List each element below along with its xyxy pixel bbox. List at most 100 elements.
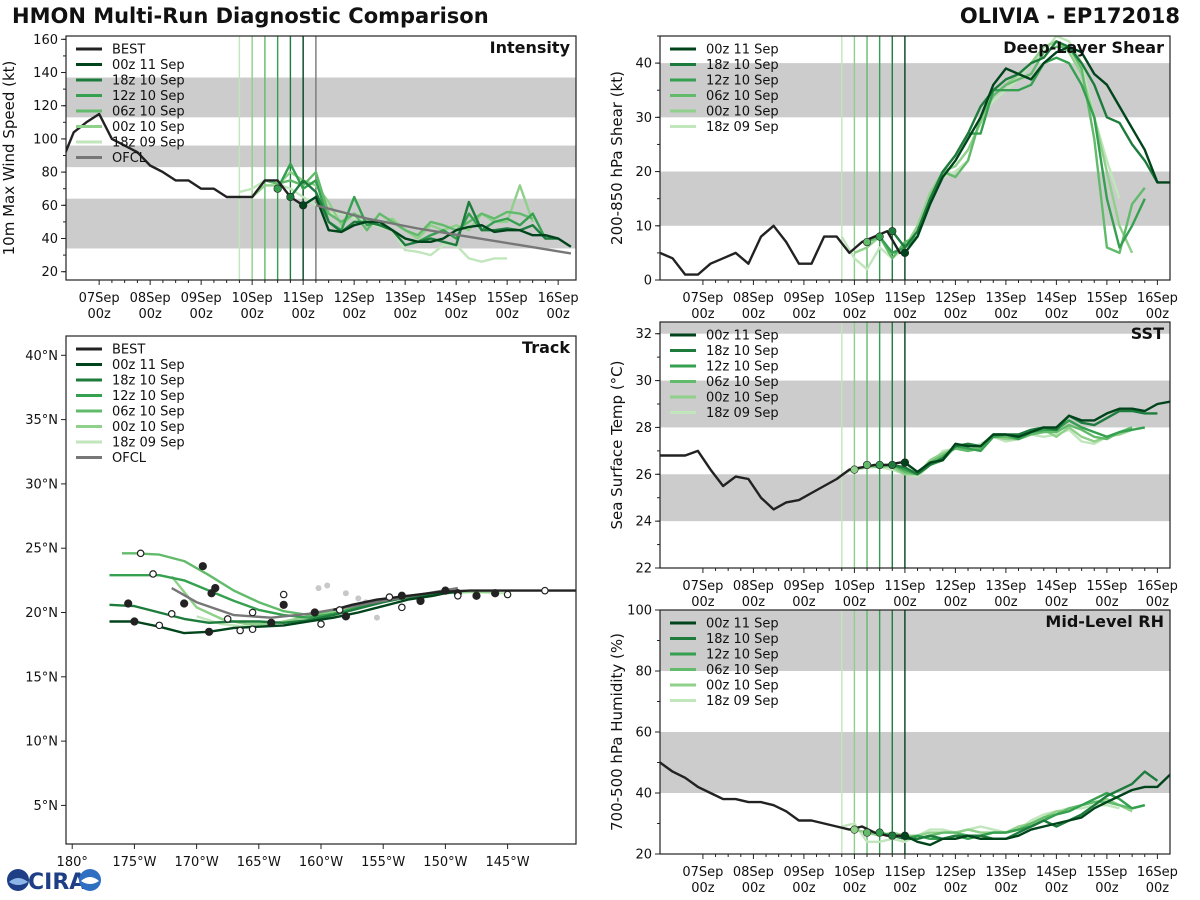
track-marker bbox=[124, 599, 133, 608]
intensity-marker bbox=[273, 184, 282, 193]
sst-xtick-label: 00z bbox=[1095, 595, 1119, 610]
intensity-xtick-label: 00z bbox=[393, 307, 417, 322]
track-legend-label: 12z 10 Sep bbox=[112, 389, 185, 404]
cira-logo-wave-icon bbox=[81, 877, 99, 884]
sst-xtick-label: 12Sep bbox=[935, 579, 976, 594]
rh-legend-label: 12z 10 Sep bbox=[706, 648, 779, 663]
track-marker bbox=[454, 591, 462, 600]
rh-band bbox=[660, 732, 1170, 793]
track-xtick-label: 175°W bbox=[112, 855, 156, 870]
sst-legend-label: 18z 10 Sep bbox=[706, 344, 779, 359]
sst-legend-label: 00z 11 Sep bbox=[706, 329, 779, 344]
island-marker bbox=[324, 582, 331, 589]
cira-logo-text: CIRA bbox=[28, 870, 86, 895]
track-ytick-label: 35°N bbox=[25, 413, 58, 428]
figure-title: HMON Multi-Run Diagnostic Comparison bbox=[12, 4, 489, 28]
track-marker bbox=[149, 570, 157, 578]
intensity-xtick-label: 00z bbox=[546, 307, 570, 322]
shear-xtick-label: 12Sep bbox=[935, 291, 976, 306]
intensity-ytick-label: 120 bbox=[33, 99, 58, 114]
intensity-ytick-label: 140 bbox=[33, 66, 58, 81]
sst-ytick-label: 26 bbox=[635, 468, 652, 483]
shear-xtick-label: 00z bbox=[893, 307, 917, 322]
track-marker bbox=[397, 591, 406, 600]
intensity-legend-label: BEST bbox=[112, 43, 145, 58]
track-marker bbox=[398, 603, 406, 612]
track-marker bbox=[198, 562, 207, 571]
shear-xtick-label: 00z bbox=[792, 307, 816, 322]
rh-ytick-label: 80 bbox=[635, 665, 652, 680]
shear-legend-label: 00z 11 Sep bbox=[706, 43, 779, 58]
intensity-xtick-label: 13Sep bbox=[385, 291, 426, 306]
intensity-marker bbox=[299, 201, 308, 210]
intensity-band bbox=[66, 77, 576, 118]
rh-xtick-label: 00z bbox=[691, 881, 715, 896]
sst-legend-label: 18z 09 Sep bbox=[706, 406, 779, 421]
rh-xtick-label: 08Sep bbox=[733, 865, 774, 880]
intensity-ytick-label: 20 bbox=[41, 265, 58, 280]
intensity-xtick-label: 00z bbox=[189, 307, 213, 322]
sst-xtick-label: 16Sep bbox=[1137, 579, 1178, 594]
rh-panel: 2040608010007Sep00z08Sep00z09Sep00z10Sep… bbox=[608, 604, 1178, 897]
shear-legend-label: 18z 09 Sep bbox=[706, 120, 779, 135]
sst-ytick-label: 24 bbox=[635, 515, 652, 530]
track-marker bbox=[385, 593, 394, 601]
sst-xtick-label: 15Sep bbox=[1086, 579, 1127, 594]
track-legend-label: 18z 10 Sep bbox=[112, 374, 185, 389]
intensity-legend-label: 18z 10 Sep bbox=[112, 74, 185, 89]
rh-xtick-label: 00z bbox=[1146, 881, 1170, 896]
track-marker bbox=[441, 586, 450, 595]
rh-marker bbox=[875, 828, 884, 837]
shear-legend-label: 00z 10 Sep bbox=[706, 105, 779, 120]
sst-frame bbox=[659, 321, 1171, 569]
rh-xtick-label: 16Sep bbox=[1137, 865, 1178, 880]
track-marker bbox=[248, 608, 257, 617]
sst-marker bbox=[850, 465, 859, 474]
sst-xtick-label: 00z bbox=[792, 595, 816, 610]
shear-series-18z-10-sep bbox=[891, 40, 1159, 249]
track-marker bbox=[167, 609, 176, 618]
rh-xtick-label: 00z bbox=[843, 881, 867, 896]
sst-band bbox=[660, 322, 1170, 334]
sst-legend-label: 00z 10 Sep bbox=[706, 391, 779, 406]
rh-xtick-label: 12Sep bbox=[935, 865, 976, 880]
sst-legend-label: 12z 10 Sep bbox=[706, 360, 779, 375]
rh-marker bbox=[888, 831, 897, 840]
rh-marker bbox=[850, 825, 859, 834]
track-marker bbox=[416, 596, 425, 606]
sst-ylabel: Sea Surface Temp (°C) bbox=[608, 360, 626, 529]
track-marker bbox=[223, 615, 232, 623]
track-ytick-label: 5°N bbox=[34, 799, 59, 814]
track-legend-label: 06z 10 Sep bbox=[112, 405, 185, 420]
rh-xtick-label: 09Sep bbox=[783, 865, 824, 880]
rh-xtick-label: 00z bbox=[994, 881, 1018, 896]
intensity-series-best bbox=[66, 112, 304, 207]
shear-plot-area bbox=[660, 36, 1170, 280]
rh-ytick-label: 40 bbox=[635, 787, 652, 802]
sst-xtick-label: 00z bbox=[843, 595, 867, 610]
shear-ytick-label: 40 bbox=[635, 57, 652, 72]
shear-band bbox=[660, 171, 1170, 226]
sst-xtick-label: 11Sep bbox=[884, 579, 925, 594]
rh-xtick-label: 00z bbox=[792, 881, 816, 896]
sst-ytick-label: 30 bbox=[635, 374, 652, 389]
shear-xtick-label: 00z bbox=[742, 307, 766, 322]
shear-xtick-label: 11Sep bbox=[884, 291, 925, 306]
shear-ytick-label: 30 bbox=[635, 111, 652, 126]
shear-xtick-label: 00z bbox=[1146, 307, 1170, 322]
track-marker bbox=[267, 618, 276, 627]
sst-marker bbox=[875, 460, 884, 470]
shear-xtick-label: 08Sep bbox=[733, 291, 774, 306]
track-marker bbox=[204, 627, 214, 636]
rh-xtick-label: 00z bbox=[742, 881, 766, 896]
sst-marker bbox=[888, 460, 897, 470]
intensity-xtick-label: 00z bbox=[87, 307, 111, 322]
intensity-xtick-label: 14Sep bbox=[436, 291, 477, 306]
track-xtick-label: 145°W bbox=[485, 855, 529, 870]
track-xtick-label: 165°W bbox=[237, 855, 281, 870]
shear-xtick-label: 16Sep bbox=[1137, 291, 1178, 306]
track-title: Track bbox=[522, 338, 570, 357]
shear-xtick-label: 00z bbox=[1045, 307, 1069, 322]
